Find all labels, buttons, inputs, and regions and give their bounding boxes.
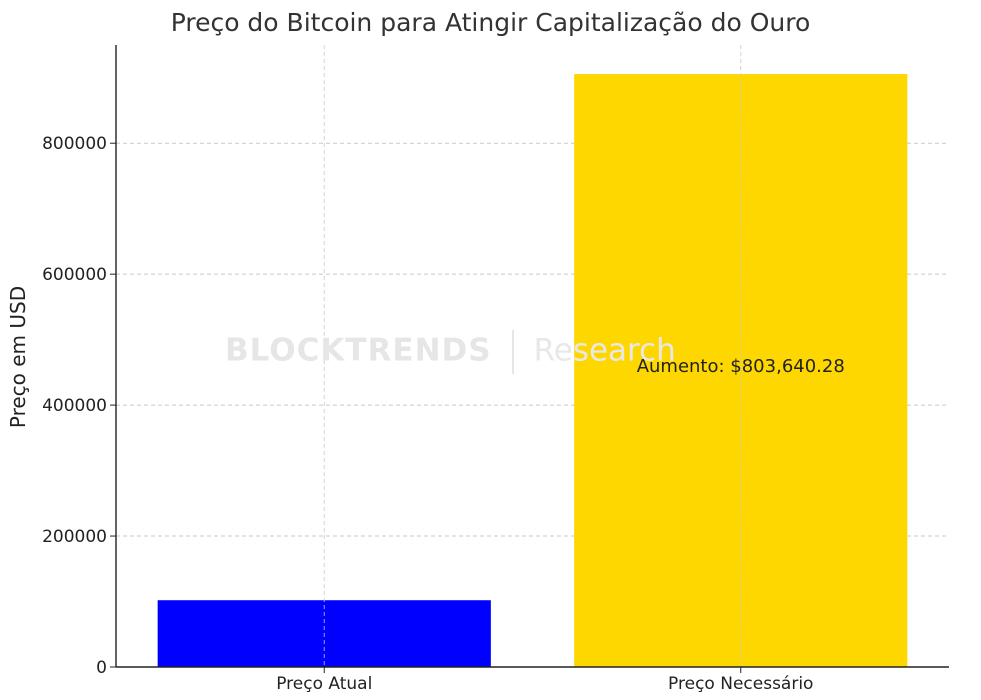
y-tick-label-3: 600000 — [42, 265, 107, 285]
x-tick-label-1: Preço Necessário — [668, 674, 813, 694]
y-tick-label-0: 0 — [96, 658, 107, 678]
chart-title: Preço do Bitcoin para Atingir Capitaliza… — [170, 8, 811, 37]
x-tick-label-0: Preço Atual — [276, 674, 372, 694]
annotation-label: Aumento: $803,640.28 — [637, 356, 845, 377]
y-tick-label-1: 200000 — [42, 527, 107, 547]
y-axis-label: Preço em USD — [6, 285, 30, 429]
y-tick-label-2: 400000 — [42, 396, 107, 416]
y-tick-label-4: 800000 — [42, 134, 107, 154]
